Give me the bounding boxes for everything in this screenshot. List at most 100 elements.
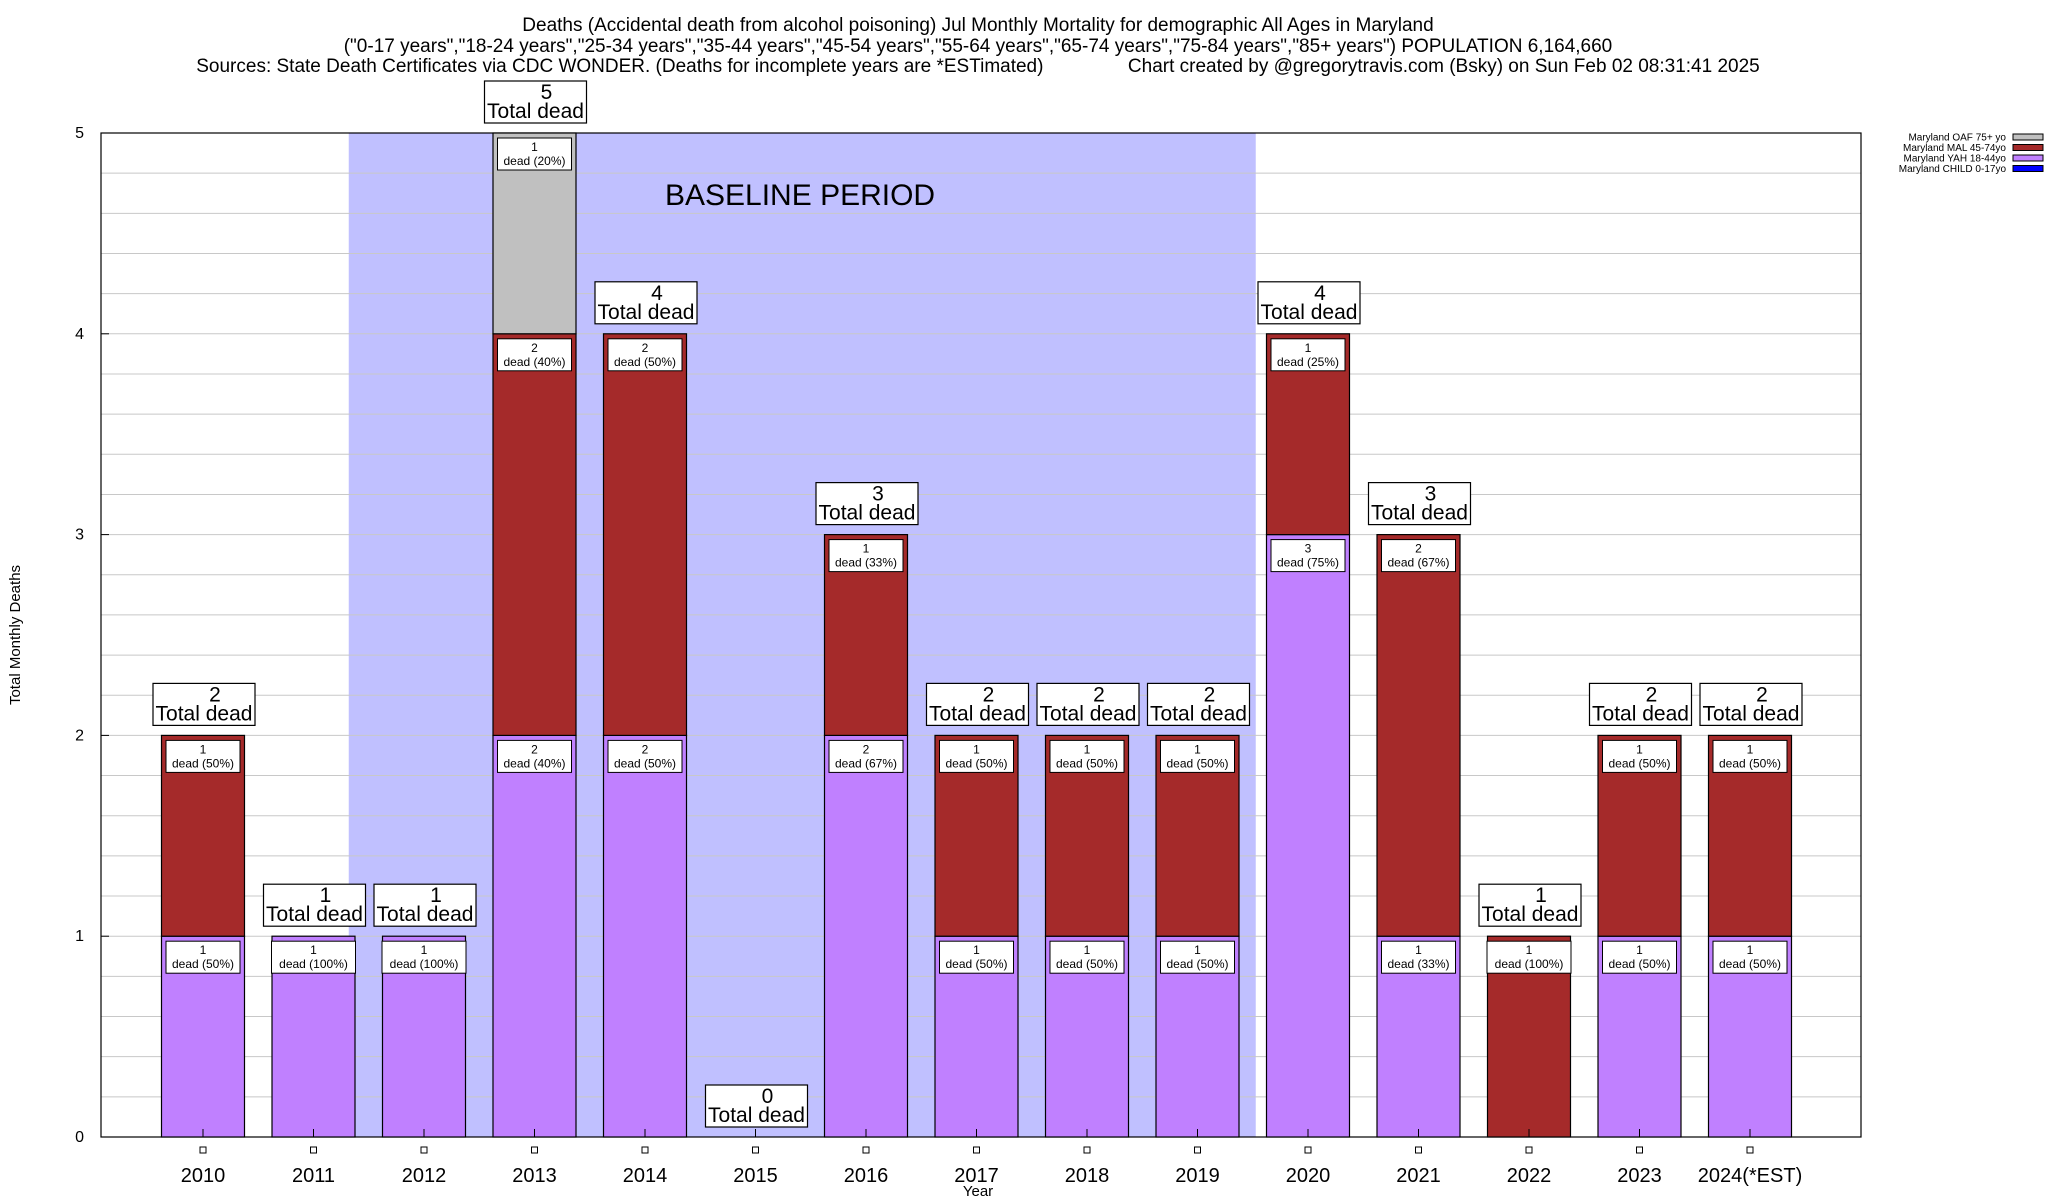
x-tick-marker bbox=[420, 1146, 428, 1154]
segment-label-percent: dead (100%) bbox=[1495, 957, 1564, 971]
x-tick-label: 2020 bbox=[1286, 1165, 1331, 1187]
total-label-box bbox=[704, 1084, 809, 1128]
total-label-box bbox=[262, 883, 367, 927]
total-label-box bbox=[1257, 281, 1361, 325]
segment-label-percent: dead (50%) bbox=[614, 756, 676, 770]
y-tick-label: 5 bbox=[75, 125, 84, 142]
segment-label-box bbox=[1270, 338, 1346, 372]
y-axis-ticks: 0 1 2 3 4 5 bbox=[75, 125, 109, 1146]
x-axis-label: Year bbox=[963, 1183, 993, 1200]
x-tick-label: 2018 bbox=[1065, 1165, 1110, 1187]
segment-label-percent: dead (40%) bbox=[503, 756, 565, 770]
segment-label-box bbox=[1381, 940, 1456, 974]
x-tick-label: 2011 bbox=[292, 1165, 335, 1187]
total-label-text: Total dead bbox=[819, 502, 916, 525]
segment-label-box bbox=[1381, 539, 1456, 573]
total-label-text: Total dead bbox=[1150, 702, 1247, 725]
segment-label-percent: dead (50%) bbox=[1056, 756, 1118, 770]
segment-label-count: 1 bbox=[1636, 943, 1643, 957]
bar-segment bbox=[492, 734, 577, 1138]
segment-label-box bbox=[1160, 940, 1235, 974]
total-label-text: Total dead bbox=[377, 903, 474, 926]
segment-label-percent: dead (33%) bbox=[1387, 957, 1449, 971]
total-label-count: 5 bbox=[541, 81, 553, 104]
segment-label-percent: dead (100%) bbox=[279, 957, 348, 971]
segment-label-count: 3 bbox=[1305, 542, 1312, 556]
total-label-text: Total dead bbox=[266, 903, 363, 926]
total-label-text: Total dead bbox=[487, 100, 584, 123]
x-tick-label: 2023 bbox=[1617, 1165, 1662, 1187]
x-tick-label: 2015 bbox=[733, 1165, 778, 1187]
total-label-count: 2 bbox=[1204, 683, 1216, 706]
y-tick-label: 3 bbox=[75, 527, 84, 544]
segment-label-box bbox=[271, 940, 356, 974]
x-tick-marker bbox=[1525, 1146, 1533, 1154]
segment-label-count: 1 bbox=[1084, 742, 1091, 756]
segment-label-box bbox=[497, 739, 572, 773]
segment-label-percent: dead (50%) bbox=[1608, 957, 1670, 971]
segment-label-count: 1 bbox=[1084, 943, 1091, 957]
segment-label-percent: dead (50%) bbox=[1166, 756, 1228, 770]
x-tick-marker bbox=[973, 1146, 980, 1154]
segment-label-percent: dead (50%) bbox=[945, 756, 1007, 770]
x-axis-ticks: 2010 2011 2012 2013 2014 2015 2016 2017 2018 2019… bbox=[181, 1129, 1802, 1187]
x-tick-label: 2022 bbox=[1507, 1165, 1552, 1187]
segment-label-count: 1 bbox=[1747, 742, 1754, 756]
bar-segment bbox=[602, 333, 688, 736]
legend-label: Maryland OAF 75+ yo bbox=[1908, 133, 2006, 144]
x-tick-label: 2010 bbox=[181, 1165, 226, 1187]
segment-label-percent: dead (50%) bbox=[1608, 756, 1670, 770]
x-tick-label: 2014 bbox=[623, 1165, 668, 1187]
segment-label-count: 1 bbox=[973, 943, 980, 957]
segment-label-percent: dead (40%) bbox=[503, 355, 565, 369]
x-tick-marker bbox=[310, 1146, 317, 1154]
segment-label-count: 1 bbox=[1526, 943, 1533, 957]
total-label-count: 3 bbox=[1425, 483, 1437, 506]
total-label-box bbox=[594, 281, 698, 325]
segment-label-percent: dead (50%) bbox=[1719, 756, 1781, 770]
y-tick-label: 2 bbox=[75, 727, 84, 744]
segment-label-count: 1 bbox=[421, 943, 428, 957]
segment-label-percent: dead (25%) bbox=[1277, 355, 1339, 369]
segment-label-percent: dead (20%) bbox=[503, 154, 565, 168]
legend-label: Maryland MAL 45-74yo bbox=[1903, 143, 2006, 154]
segment-label-box bbox=[607, 739, 683, 773]
total-label-box bbox=[1036, 682, 1140, 727]
segment-label-box bbox=[1049, 940, 1125, 974]
x-tick-label: 2021 bbox=[1396, 1165, 1441, 1187]
segment-label-count: 2 bbox=[642, 742, 649, 756]
segment-label-count: 2 bbox=[531, 341, 538, 355]
total-label-count: 2 bbox=[1756, 683, 1768, 706]
x-tick-label: 2013 bbox=[512, 1165, 557, 1187]
total-label-box bbox=[373, 883, 477, 927]
x-tick-marker bbox=[531, 1146, 538, 1154]
total-label-text: Total dead bbox=[156, 702, 253, 725]
total-label-count: 1 bbox=[1535, 884, 1547, 907]
x-tick-marker bbox=[641, 1146, 649, 1154]
segment-label-count: 2 bbox=[531, 742, 538, 756]
segment-label-count: 1 bbox=[1305, 341, 1312, 355]
total-label-count: 0 bbox=[762, 1085, 774, 1108]
segment-label-count: 1 bbox=[973, 742, 980, 756]
y-axis-label: Total Monthly Deaths bbox=[7, 565, 24, 705]
segment-label-count: 2 bbox=[1415, 542, 1422, 556]
total-label-text: Total dead bbox=[929, 702, 1026, 725]
segment-label-box bbox=[828, 539, 904, 573]
y-tick-label: 0 bbox=[75, 1129, 84, 1146]
segment-label-percent: dead (50%) bbox=[1166, 957, 1228, 971]
segment-label-box bbox=[165, 940, 241, 974]
segment-label-count: 1 bbox=[1636, 742, 1643, 756]
segment-label-box bbox=[1602, 739, 1677, 773]
segment-label-box bbox=[1160, 739, 1235, 773]
bar-segment bbox=[1265, 533, 1351, 1138]
segment-label-count: 2 bbox=[863, 742, 870, 756]
total-label-box bbox=[925, 682, 1030, 727]
segment-label-count: 1 bbox=[1747, 943, 1754, 957]
legend-label: Maryland YAH 18-44yo bbox=[1904, 154, 2007, 165]
segment-label-box bbox=[1712, 940, 1788, 974]
chart-title-line-2: ("0-17 years","18-24 years","25-34 years… bbox=[344, 36, 1613, 57]
y-tick-label: 1 bbox=[75, 928, 84, 945]
segment-label-box bbox=[381, 940, 467, 974]
bar-segment bbox=[602, 734, 688, 1138]
